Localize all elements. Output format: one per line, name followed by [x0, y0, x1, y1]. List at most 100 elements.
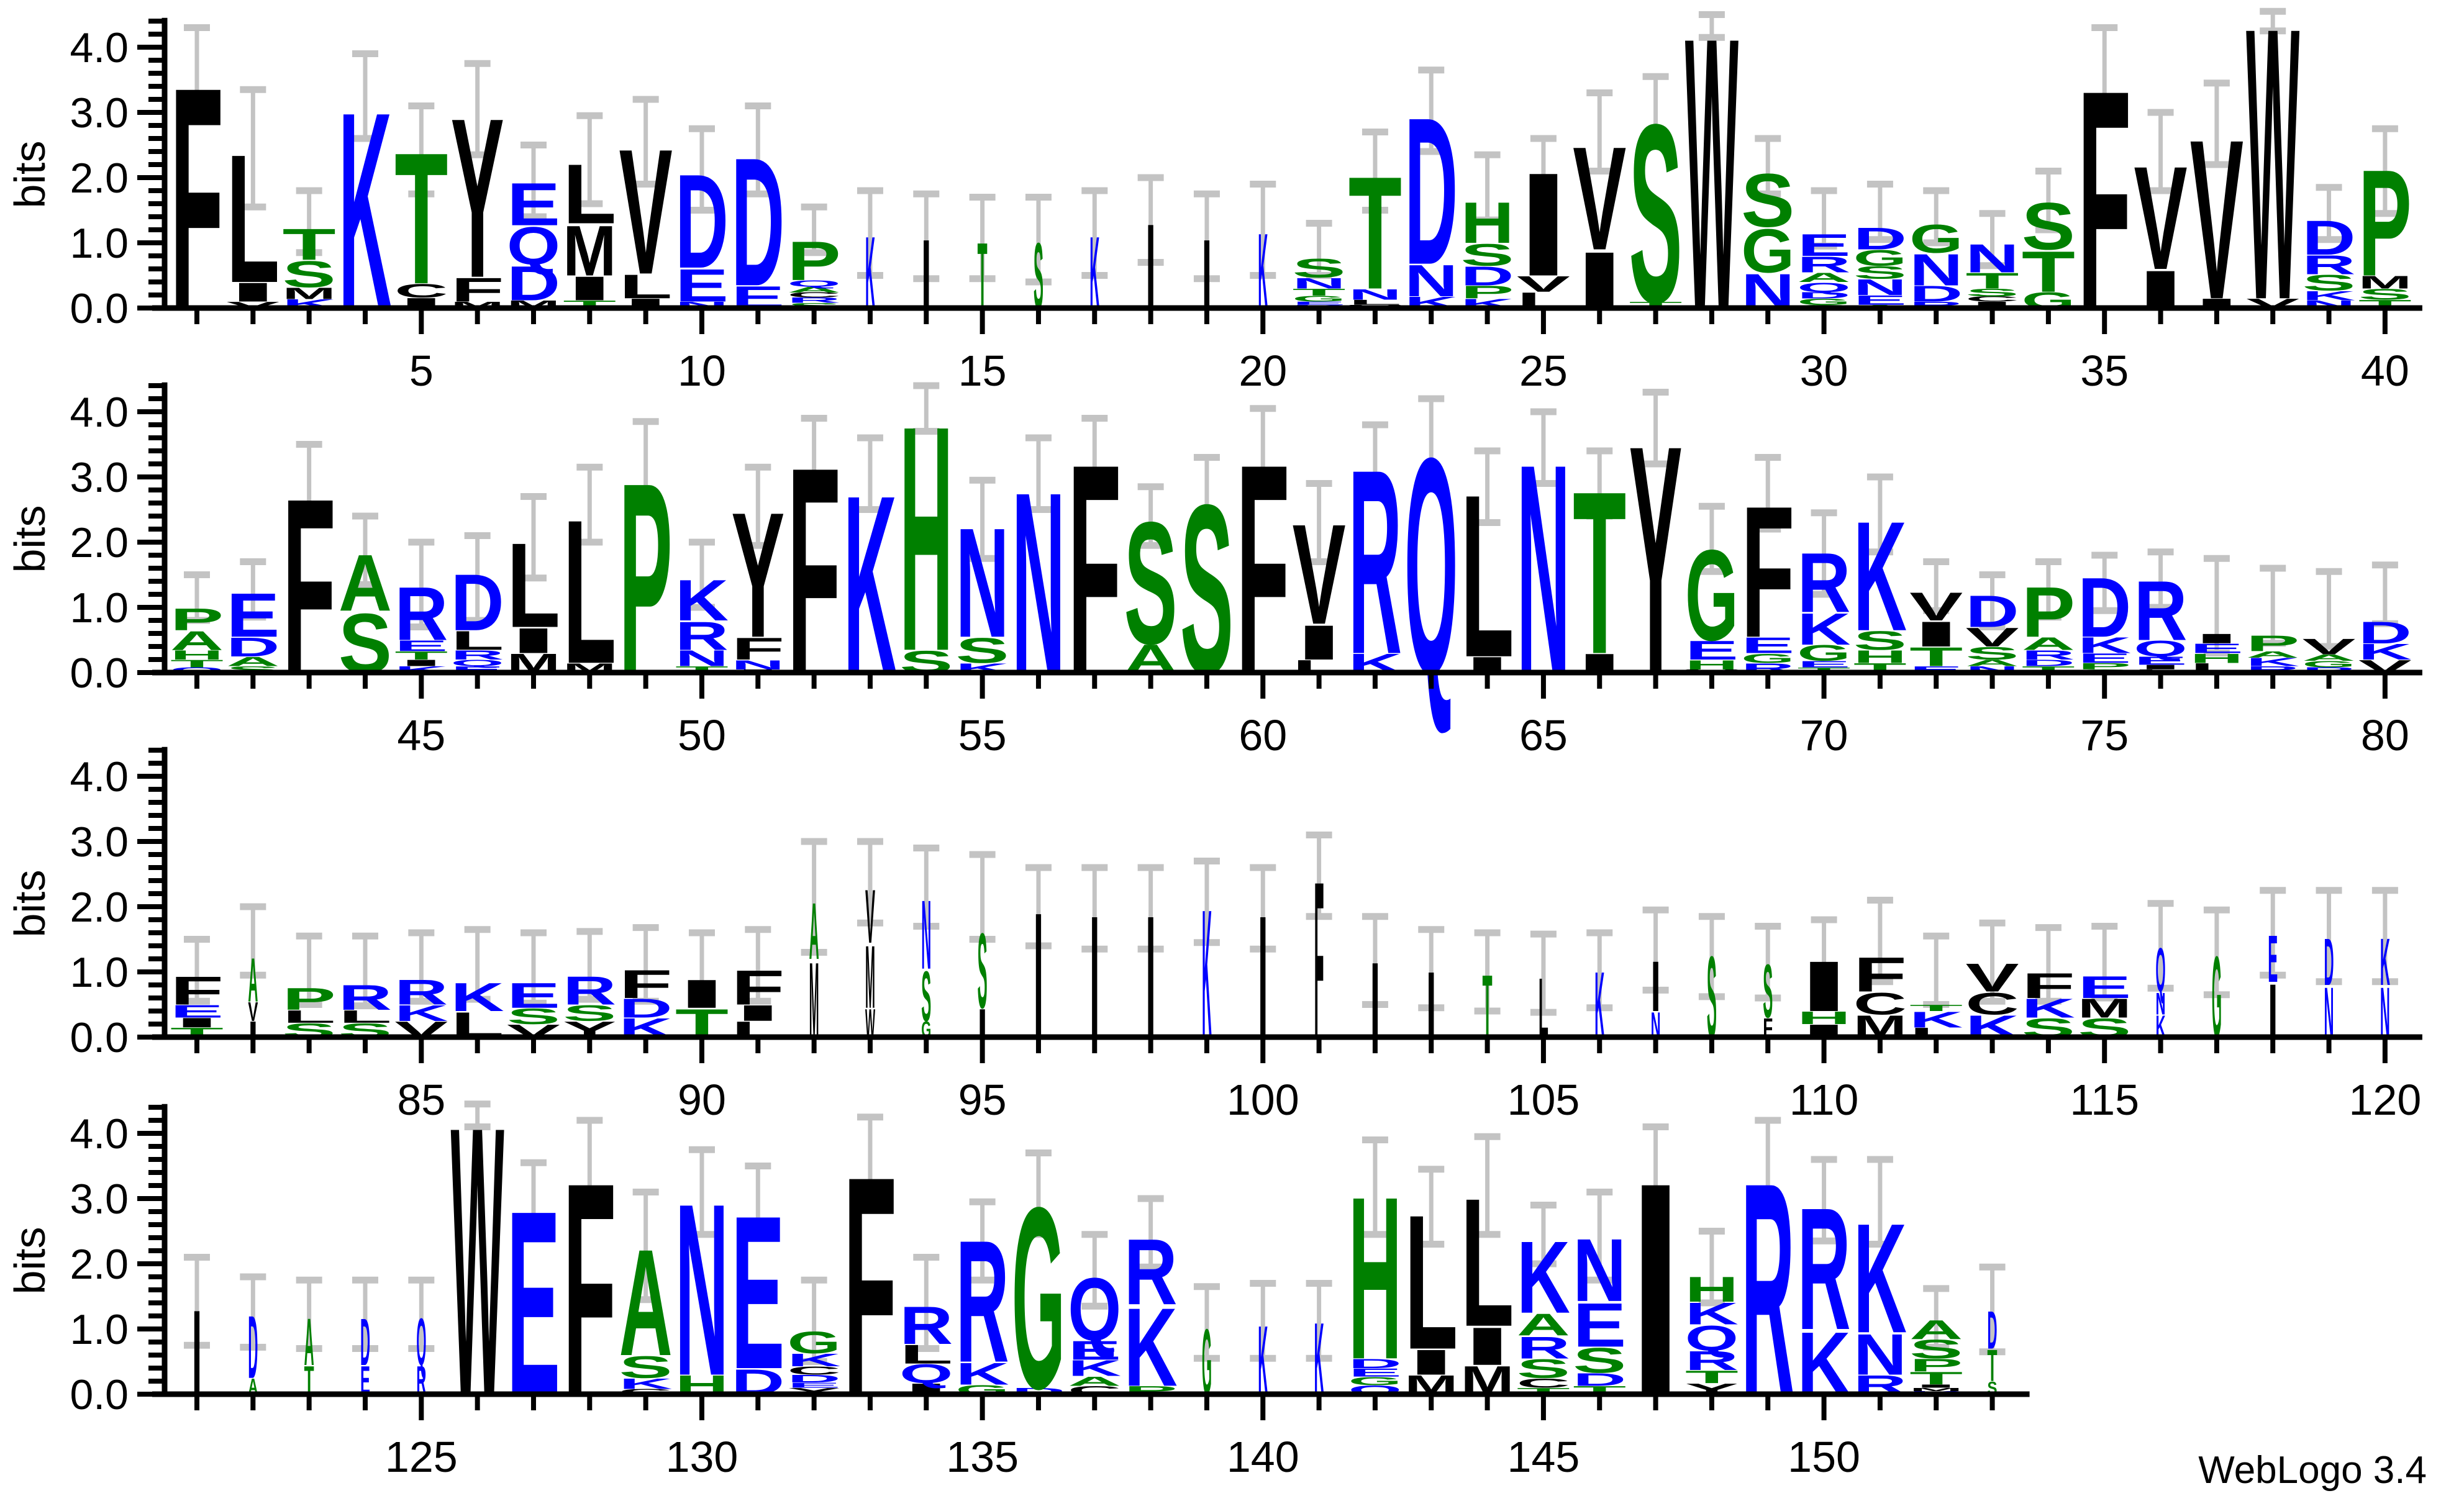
error-bar	[1250, 181, 1276, 279]
logo-letter: D	[731, 120, 784, 324]
logo-letter: K	[865, 215, 875, 330]
logo-letter: R	[788, 297, 845, 305]
error-bar	[240, 903, 266, 979]
error-bar	[1923, 1285, 1950, 1351]
logo-column: KSN	[956, 496, 1011, 676]
logo-column: IL	[1461, 447, 1514, 706]
logo-letter: L	[563, 147, 616, 242]
logo-letter: G	[1909, 216, 1963, 261]
error-bar	[1025, 864, 1052, 950]
logo-column: RKAP	[2246, 630, 2303, 675]
error-bar	[1698, 1228, 1725, 1307]
error-bar	[1081, 864, 1108, 953]
logo-letter: T	[1293, 288, 1348, 298]
logo-letter: Q	[899, 1359, 953, 1389]
logo-letter: A	[788, 285, 841, 294]
logo-letter: S	[1517, 1354, 1570, 1384]
logo-column: ILV	[619, 112, 673, 311]
logo-column: IT	[1573, 443, 1626, 703]
logo-column: KND	[1404, 74, 1458, 312]
error-bar	[296, 441, 322, 517]
logo-letter: H	[1853, 647, 1907, 667]
y-tick-label: 4.0	[70, 389, 129, 436]
logo-column: PKR	[1124, 1219, 1178, 1410]
error-bar	[632, 1189, 659, 1304]
logo-letter: A	[1517, 1307, 1570, 1343]
error-bar	[1586, 89, 1613, 175]
error-bar	[2203, 906, 2230, 999]
error-bar	[352, 1276, 378, 1352]
error-bar	[745, 1163, 771, 1238]
error-bar	[632, 924, 659, 1005]
logo-letter: M	[283, 285, 336, 302]
logo-column: NGS	[1741, 158, 1794, 319]
error-bar	[969, 851, 996, 943]
logo-letter: K	[788, 1351, 842, 1371]
logo-letter: Q	[1068, 1260, 1121, 1359]
x-tick-label: 90	[678, 1076, 726, 1124]
logo-letter: D	[360, 1304, 370, 1379]
logo-column: VICSTN	[1966, 235, 2021, 309]
logo-letter: I	[1909, 615, 1963, 655]
logo-letter: I	[2268, 968, 2278, 1053]
logo-letter: N	[675, 1153, 729, 1427]
logo-letter: D	[226, 633, 280, 663]
logo-column: EQRLD	[451, 558, 506, 675]
error-bar	[2260, 565, 2286, 647]
logo-letter: A	[619, 1218, 673, 1387]
logo-letter: K	[1853, 489, 1907, 664]
error-bar	[2260, 887, 2286, 979]
x-tick-label: 115	[2070, 1076, 2139, 1124]
logo-letter: I	[1651, 947, 1661, 1027]
logo-letter: I	[1798, 947, 1851, 1027]
logo-letter: N	[1853, 1322, 1907, 1387]
x-tick-label: 130	[666, 1433, 739, 1481]
logo-letter: V	[1573, 117, 1626, 281]
logo-letter: E	[507, 976, 560, 1016]
logo-column: WMV	[865, 874, 875, 1046]
logo-letter: N	[2380, 973, 2390, 1053]
logo-letter: V	[1966, 623, 2020, 653]
x-tick-label: 60	[1239, 711, 1287, 760]
logo-column: ED	[360, 1304, 370, 1403]
logo-column: KITER	[394, 571, 451, 676]
logo-column: G	[1202, 1309, 1212, 1414]
error-bar	[520, 929, 547, 1007]
x-tick-label: 20	[1239, 347, 1287, 395]
logo-column: AENSGD	[1853, 221, 1907, 310]
logo-column: I	[1146, 880, 1156, 1074]
logo-letter: T	[394, 114, 448, 324]
logo-letter: T	[1685, 1367, 1740, 1387]
logo-letter: S	[1461, 237, 1514, 273]
logo-letter: N	[1966, 235, 2019, 281]
error-bar	[2203, 555, 2230, 656]
logo-letter: K	[1594, 952, 1604, 1057]
logo-column: S	[1707, 932, 1717, 1062]
error-bar	[184, 24, 210, 103]
logo-letter: A	[248, 945, 258, 1015]
logo-letter: I	[921, 219, 931, 329]
logo-letter: L	[1404, 1175, 1458, 1390]
logo-column: SPEKD	[2078, 560, 2134, 674]
error-bar	[1923, 558, 1950, 614]
logo-letter: V	[619, 112, 673, 311]
logo-column: DE	[731, 1170, 784, 1415]
logo-letter: E	[2078, 969, 2131, 1005]
x-tick-label: 30	[1800, 347, 1848, 395]
logo-column: LIEQR	[2134, 563, 2195, 674]
logo-letter: I	[170, 1015, 224, 1030]
logo-letter: N	[1293, 276, 1346, 292]
logo-column: SA	[339, 538, 392, 691]
error-bar	[2091, 923, 2118, 1002]
logo-letter: V	[1293, 494, 1346, 654]
logo-column: TEGKR	[1798, 535, 1853, 674]
logo-column: NK	[2380, 924, 2390, 1053]
logo-letter: A	[2303, 653, 2359, 663]
x-tick-label: 145	[1507, 1433, 1580, 1481]
logo-letter: M	[563, 212, 616, 291]
